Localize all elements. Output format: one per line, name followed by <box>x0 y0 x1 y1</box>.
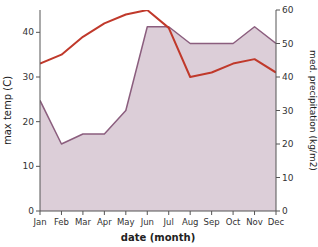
x-tick <box>254 211 255 215</box>
y2-tick-label: 0 <box>282 206 288 216</box>
y-tick <box>36 121 40 122</box>
x-tick-label: Apr <box>97 217 112 227</box>
plot-area <box>40 10 276 211</box>
x-tick-label: Jan <box>32 217 46 227</box>
x-tick <box>82 211 83 215</box>
x-tick-label: Mar <box>75 217 92 227</box>
y-axis-line <box>40 10 41 211</box>
temperature-line <box>40 10 276 77</box>
y2-tick <box>276 177 280 178</box>
y2-tick <box>276 43 280 44</box>
y2-tick-label: 60 <box>282 5 294 15</box>
x-tick <box>190 211 191 215</box>
x-tick <box>40 211 41 215</box>
y-tick <box>36 211 40 212</box>
x-axis-label: date (month) <box>121 232 195 243</box>
y-tick-label: 40 <box>23 27 35 37</box>
chart: 0 10 20 30 40 0 10 20 30 40 50 60 Jan Feb Mar Apr May Jun… <box>0 0 318 247</box>
y2-tick-label: 10 <box>282 173 294 183</box>
x-tick <box>104 211 105 215</box>
chart-container: 0 10 20 30 40 0 10 20 30 40 50 60 Jan Feb Mar Apr May Jun… <box>0 0 318 247</box>
y-tick <box>36 166 40 167</box>
precipitation-area <box>40 27 276 211</box>
y-tick-label: 10 <box>23 161 35 171</box>
y-tick-label: 30 <box>23 72 35 82</box>
x-tick-label: Feb <box>54 217 69 227</box>
x-tick-label: May <box>117 217 135 227</box>
x-tick <box>61 211 62 215</box>
x-tick-label: Nov <box>246 217 263 227</box>
y2-tick <box>276 77 280 78</box>
y-tick <box>36 32 40 33</box>
x-tick-label: Jul <box>163 217 174 227</box>
y2-tick <box>276 211 280 212</box>
x-tick <box>147 211 148 215</box>
y2-axis-label: med. precipitation (kg/m2) <box>308 50 318 171</box>
x-tick <box>168 211 169 215</box>
y2-tick <box>276 144 280 145</box>
y2-tick-label: 20 <box>282 139 294 149</box>
x-tick-label: Sep <box>204 217 220 227</box>
x-tick <box>125 211 126 215</box>
y-tick-label: 20 <box>23 117 35 127</box>
x-tick <box>276 211 277 215</box>
y2-tick-label: 40 <box>282 72 294 82</box>
y-tick <box>36 77 40 78</box>
x-tick-label: Dec <box>268 217 285 227</box>
y-axis-label: max temp (C) <box>2 76 13 145</box>
x-tick-label: Aug <box>182 217 199 227</box>
x-tick-label: Jun <box>140 217 154 227</box>
y2-tick <box>276 110 280 111</box>
y-tick-label: 0 <box>28 206 34 216</box>
y2-tick-label: 50 <box>282 39 294 49</box>
x-tick <box>211 211 212 215</box>
x-tick <box>233 211 234 215</box>
y2-tick <box>276 10 280 11</box>
x-axis-line <box>40 211 276 212</box>
x-tick-label: Oct <box>226 217 241 227</box>
y2-tick-label: 30 <box>282 106 294 116</box>
